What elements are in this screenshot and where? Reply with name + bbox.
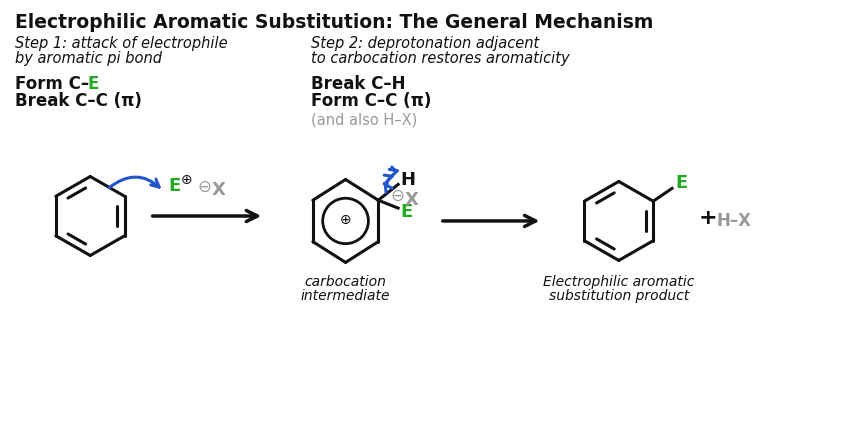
Text: Form C–C (π): Form C–C (π) xyxy=(310,92,431,110)
Text: (and also H–X): (and also H–X) xyxy=(310,112,417,127)
Text: Step 2: deprotonation adjacent: Step 2: deprotonation adjacent xyxy=(310,36,539,51)
Text: substitution product: substitution product xyxy=(549,289,689,303)
Text: carbocation: carbocation xyxy=(304,275,386,289)
Text: X: X xyxy=(404,191,418,209)
Text: by aromatic pi bond: by aromatic pi bond xyxy=(15,51,162,66)
Text: E: E xyxy=(400,203,412,221)
Text: H–X: H–X xyxy=(716,212,751,230)
Text: E: E xyxy=(675,174,687,192)
Text: ⊖: ⊖ xyxy=(198,178,212,195)
Text: E: E xyxy=(169,178,181,195)
Text: Electrophilic Aromatic Substitution: The General Mechanism: Electrophilic Aromatic Substitution: The… xyxy=(15,13,653,32)
Text: Step 1: attack of electrophile: Step 1: attack of electrophile xyxy=(15,36,227,51)
Text: Electrophilic aromatic: Electrophilic aromatic xyxy=(543,275,695,289)
Text: Break C–C (π): Break C–C (π) xyxy=(15,92,142,110)
Text: X: X xyxy=(212,181,225,199)
Text: Form C–: Form C– xyxy=(15,75,89,93)
Text: ⊖: ⊖ xyxy=(390,187,404,205)
Text: E: E xyxy=(87,75,99,93)
Text: intermediate: intermediate xyxy=(301,289,390,303)
Text: +: + xyxy=(698,208,717,228)
Text: ⊕: ⊕ xyxy=(340,213,352,227)
Text: Break C–H: Break C–H xyxy=(310,75,405,93)
Text: H: H xyxy=(400,171,415,190)
Text: to carbocation restores aromaticity: to carbocation restores aromaticity xyxy=(310,51,569,66)
Text: ⊕: ⊕ xyxy=(181,172,193,187)
